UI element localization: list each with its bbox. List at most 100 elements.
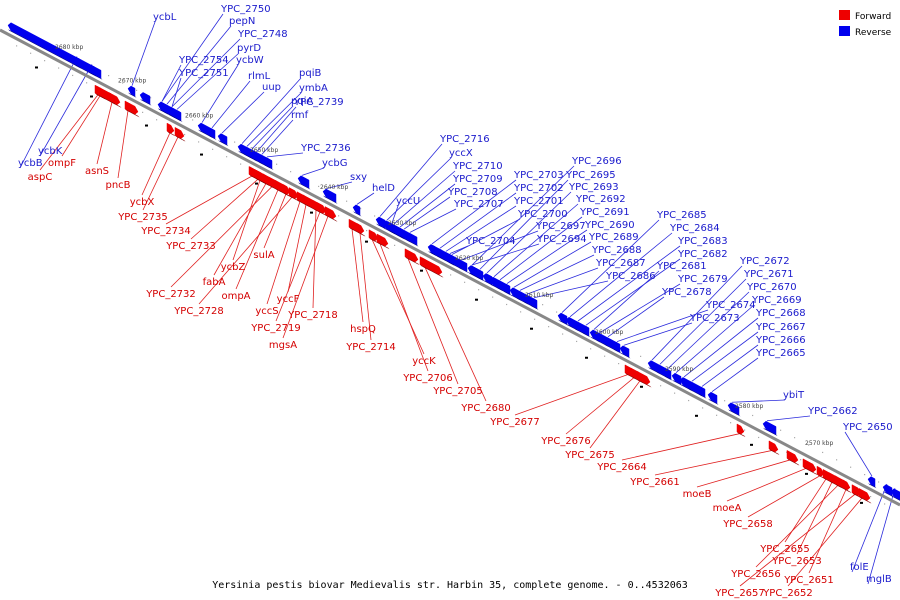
- reverse-gene-label[interactable]: YPC_2679: [677, 274, 728, 285]
- forward-gene-block[interactable]: [736, 423, 745, 435]
- forward-gene-label[interactable]: ycbX: [130, 197, 155, 208]
- reverse-gene-label[interactable]: YPC_2682: [677, 249, 728, 260]
- forward-gene-label[interactable]: pncB: [105, 180, 130, 191]
- reverse-gene-label[interactable]: YPC_2754: [178, 55, 229, 66]
- reverse-gene-label[interactable]: pyrD: [237, 43, 261, 54]
- reverse-gene-label[interactable]: ycbB: [18, 158, 43, 169]
- forward-gene-label[interactable]: yccS: [255, 306, 278, 317]
- reverse-gene-label[interactable]: ycbW: [236, 55, 264, 66]
- forward-gene-label[interactable]: YPC_2655: [759, 544, 810, 555]
- reverse-gene-label[interactable]: YPC_2702: [513, 183, 564, 194]
- reverse-gene-block[interactable]: [387, 222, 402, 238]
- reverse-gene-label[interactable]: YPC_2708: [447, 187, 498, 198]
- reverse-gene-block[interactable]: [405, 232, 418, 246]
- reverse-gene-label[interactable]: pqiA: [291, 96, 313, 107]
- reverse-gene-block[interactable]: [565, 316, 578, 330]
- forward-gene-block[interactable]: [768, 440, 779, 453]
- reverse-gene-label[interactable]: YPC_2689: [588, 232, 639, 243]
- forward-gene-block[interactable]: [368, 229, 379, 242]
- forward-gene-label[interactable]: sulA: [253, 250, 274, 261]
- reverse-gene-block[interactable]: [595, 332, 608, 346]
- forward-gene-block[interactable]: [636, 370, 651, 385]
- reverse-gene-label[interactable]: ymbA: [299, 83, 328, 94]
- reverse-gene-block[interactable]: [529, 297, 538, 309]
- forward-gene-label[interactable]: YPC_2734: [140, 226, 191, 237]
- forward-gene-label[interactable]: YPC_2706: [402, 373, 453, 384]
- reverse-gene-label[interactable]: YPC_2666: [755, 335, 806, 346]
- reverse-gene-label[interactable]: YPC_2678: [661, 287, 712, 298]
- reverse-gene-block[interactable]: [457, 259, 468, 272]
- forward-gene-label[interactable]: YPC_2705: [432, 386, 483, 397]
- reverse-gene-label[interactable]: YPC_2710: [452, 161, 503, 172]
- forward-gene-label[interactable]: YPC_2735: [117, 212, 168, 223]
- reverse-gene-label[interactable]: YPC_2690: [584, 220, 635, 231]
- forward-gene-label[interactable]: YPC_2652: [762, 588, 813, 599]
- forward-gene-label[interactable]: moeB: [683, 489, 712, 500]
- forward-gene-label[interactable]: mgsA: [269, 340, 297, 351]
- reverse-gene-label[interactable]: YPC_2694: [536, 234, 587, 245]
- reverse-gene-label[interactable]: YPC_2672: [739, 256, 790, 267]
- reverse-gene-label[interactable]: YPC_2692: [575, 194, 626, 205]
- forward-gene-block[interactable]: [419, 256, 443, 276]
- reverse-gene-label[interactable]: YPC_2691: [579, 207, 630, 218]
- forward-gene-label[interactable]: YPC_2719: [250, 323, 301, 334]
- reverse-gene-block[interactable]: [352, 204, 361, 216]
- reverse-gene-block[interactable]: [663, 368, 672, 380]
- forward-gene-label[interactable]: ycbZ: [221, 262, 246, 273]
- forward-gene-label[interactable]: YPC_2651: [783, 575, 834, 586]
- reverse-gene-label[interactable]: YPC_2662: [807, 406, 858, 417]
- reverse-gene-label[interactable]: YPC_2673: [689, 313, 740, 324]
- forward-gene-label[interactable]: YPC_2677: [489, 417, 540, 428]
- reverse-gene-label[interactable]: YPC_2669: [751, 295, 802, 306]
- reverse-gene-block[interactable]: [262, 157, 273, 169]
- reverse-gene-label[interactable]: uup: [262, 82, 281, 93]
- reverse-gene-block[interactable]: [515, 290, 528, 304]
- reverse-gene-label[interactable]: folE: [850, 562, 869, 573]
- reverse-gene-block[interactable]: [297, 175, 310, 189]
- reverse-gene-label[interactable]: sxy: [350, 172, 367, 183]
- forward-gene-block[interactable]: [166, 122, 175, 134]
- reverse-gene-block[interactable]: [603, 336, 618, 352]
- forward-gene-block[interactable]: [802, 458, 817, 473]
- reverse-gene-label[interactable]: helD: [372, 183, 395, 194]
- forward-gene-block[interactable]: [356, 222, 365, 234]
- reverse-gene-block[interactable]: [679, 377, 692, 391]
- reverse-gene-block[interactable]: [157, 101, 168, 114]
- reverse-gene-block[interactable]: [707, 391, 718, 404]
- reverse-gene-block[interactable]: [727, 402, 740, 416]
- forward-gene-block[interactable]: [316, 201, 327, 214]
- forward-gene-label[interactable]: fabA: [203, 277, 226, 288]
- reverse-gene-block[interactable]: [167, 106, 180, 120]
- reverse-gene-label[interactable]: YPC_2688: [591, 245, 642, 256]
- reverse-gene-block[interactable]: [482, 273, 493, 286]
- forward-gene-block[interactable]: [99, 87, 115, 102]
- reverse-gene-label[interactable]: YPC_2670: [746, 282, 797, 293]
- reverse-gene-block[interactable]: [647, 360, 660, 374]
- forward-gene-block[interactable]: [249, 166, 265, 182]
- reverse-gene-label[interactable]: YPC_2681: [656, 261, 707, 272]
- forward-gene-label[interactable]: moeA: [713, 503, 742, 514]
- forward-gene-block[interactable]: [786, 449, 799, 463]
- forward-gene-label[interactable]: ompF: [48, 158, 76, 169]
- forward-gene-label[interactable]: YPC_2675: [564, 450, 615, 461]
- reverse-gene-label[interactable]: YPC_2736: [300, 143, 351, 154]
- forward-gene-label[interactable]: YPC_2661: [629, 477, 680, 488]
- reverse-gene-label[interactable]: YPC_2695: [565, 170, 616, 181]
- forward-gene-label[interactable]: ompA: [221, 291, 250, 302]
- forward-gene-label[interactable]: YPC_2676: [540, 436, 591, 447]
- reverse-gene-block[interactable]: [581, 325, 590, 337]
- forward-gene-label[interactable]: aspC: [28, 172, 53, 183]
- reverse-gene-label[interactable]: YPC_2709: [452, 174, 503, 185]
- forward-gene-label[interactable]: YPC_2664: [596, 462, 647, 473]
- reverse-gene-label[interactable]: YPC_2687: [595, 258, 646, 269]
- forward-gene-label[interactable]: yccK: [412, 356, 436, 367]
- reverse-gene-block[interactable]: [445, 253, 454, 265]
- forward-gene-label[interactable]: YPC_2657: [714, 588, 765, 599]
- forward-gene-block[interactable]: [174, 126, 185, 139]
- forward-gene-block[interactable]: [324, 206, 337, 220]
- reverse-gene-block[interactable]: [612, 341, 621, 353]
- reverse-gene-label[interactable]: YPC_2716: [439, 134, 490, 145]
- forward-gene-label[interactable]: YPC_2656: [730, 569, 781, 580]
- reverse-gene-block[interactable]: [867, 476, 876, 488]
- reverse-gene-block[interactable]: [7, 22, 79, 67]
